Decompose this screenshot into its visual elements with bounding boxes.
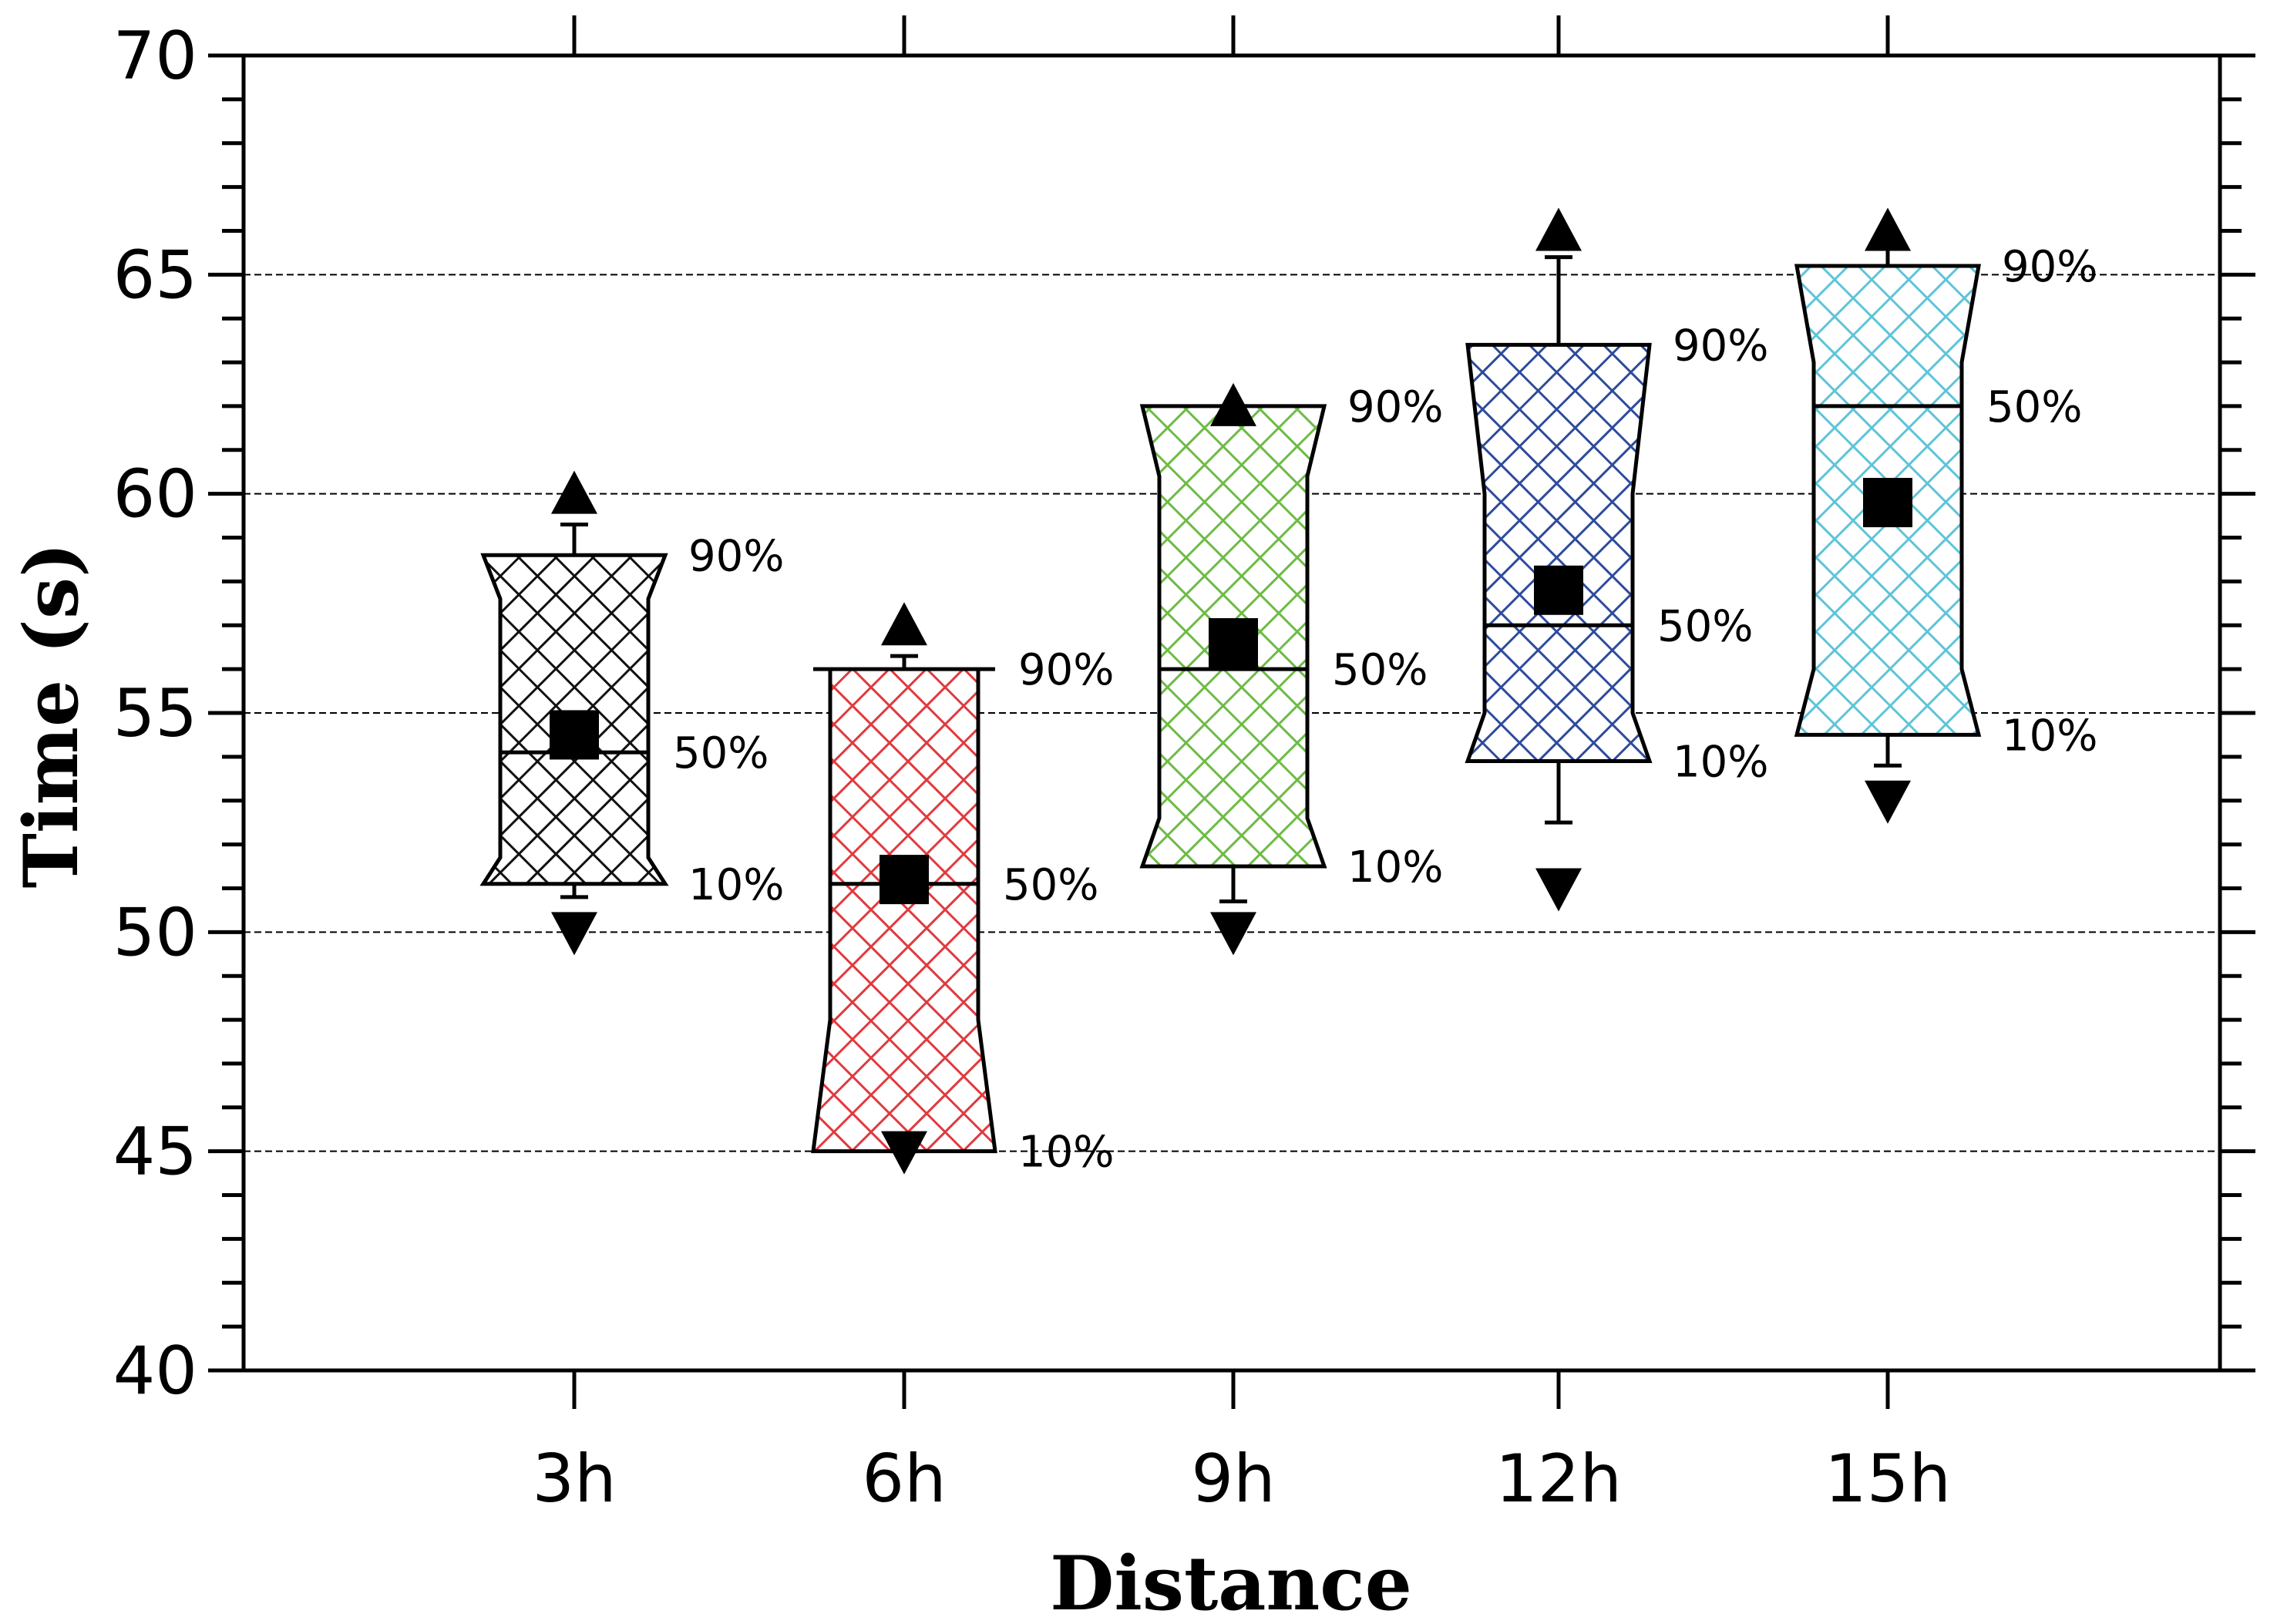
- min-marker: [881, 1131, 927, 1175]
- pct-label-50: 50%: [1003, 860, 1098, 910]
- y-tick-label: 40: [113, 1333, 197, 1410]
- y-tick-label: 60: [113, 456, 197, 533]
- max-marker: [551, 470, 597, 514]
- labels-layer: 40 45 50 55 60 65 70 3h 6h 9h 12h 15h 90% 50% 10% 90% 50…: [113, 18, 2098, 1518]
- pct-label-90: 90%: [1347, 382, 1443, 432]
- box-6h: [811, 602, 997, 1175]
- x-axis-title: Distance: [1050, 1540, 1412, 1620]
- mean-marker: [1209, 618, 1258, 668]
- pct-label-90: 90%: [1673, 321, 1768, 371]
- pct-label-90: 90%: [688, 531, 784, 581]
- mean-marker: [550, 710, 599, 760]
- pct-label-10: 10%: [1673, 738, 1768, 788]
- box-body: [811, 667, 997, 1154]
- pct-label-10: 10%: [688, 860, 784, 910]
- pct-label-10: 10%: [2002, 711, 2097, 761]
- box-3h: [479, 470, 669, 956]
- box-12h: [1465, 207, 1653, 912]
- box-body: [1465, 342, 1653, 764]
- x-tick-label: 9h: [1191, 1441, 1275, 1518]
- x-tick-label: 12h: [1495, 1441, 1622, 1518]
- y-tick-label: 65: [113, 237, 197, 314]
- max-marker: [1865, 207, 1911, 251]
- box-series-layer: [479, 207, 1982, 1175]
- pct-label-90: 90%: [1018, 645, 1114, 695]
- box-9h: [1139, 382, 1327, 956]
- y-tick-label: 55: [113, 675, 197, 752]
- x-tick-label: 3h: [532, 1441, 616, 1518]
- pct-label-50: 50%: [1657, 601, 1753, 651]
- max-marker: [881, 602, 927, 646]
- pct-label-50: 50%: [1986, 382, 2082, 432]
- min-marker: [551, 912, 597, 956]
- y-tick-label: 50: [113, 894, 197, 971]
- min-marker: [1210, 912, 1256, 956]
- mean-marker: [880, 855, 929, 905]
- y-tick-label: 45: [113, 1114, 197, 1191]
- y-tick-label: 70: [113, 18, 197, 95]
- min-marker: [1535, 868, 1582, 912]
- pct-label-90: 90%: [2002, 242, 2097, 292]
- x-tick-label: 6h: [862, 1441, 946, 1518]
- min-marker: [1865, 780, 1911, 824]
- pct-label-50: 50%: [673, 728, 769, 778]
- y-axis-title: Time (s): [8, 543, 95, 889]
- x-tick-label: 15h: [1825, 1441, 1951, 1518]
- pct-label-10: 10%: [1347, 842, 1443, 893]
- box-15h: [1794, 207, 1982, 824]
- pct-label-50: 50%: [1332, 645, 1428, 695]
- max-marker: [1535, 207, 1582, 251]
- pct-label-10: 10%: [1018, 1128, 1114, 1178]
- max-marker: [1210, 382, 1256, 426]
- plot-frame: [208, 15, 2255, 1409]
- mean-marker: [1863, 478, 1912, 528]
- mean-marker: [1534, 565, 1583, 615]
